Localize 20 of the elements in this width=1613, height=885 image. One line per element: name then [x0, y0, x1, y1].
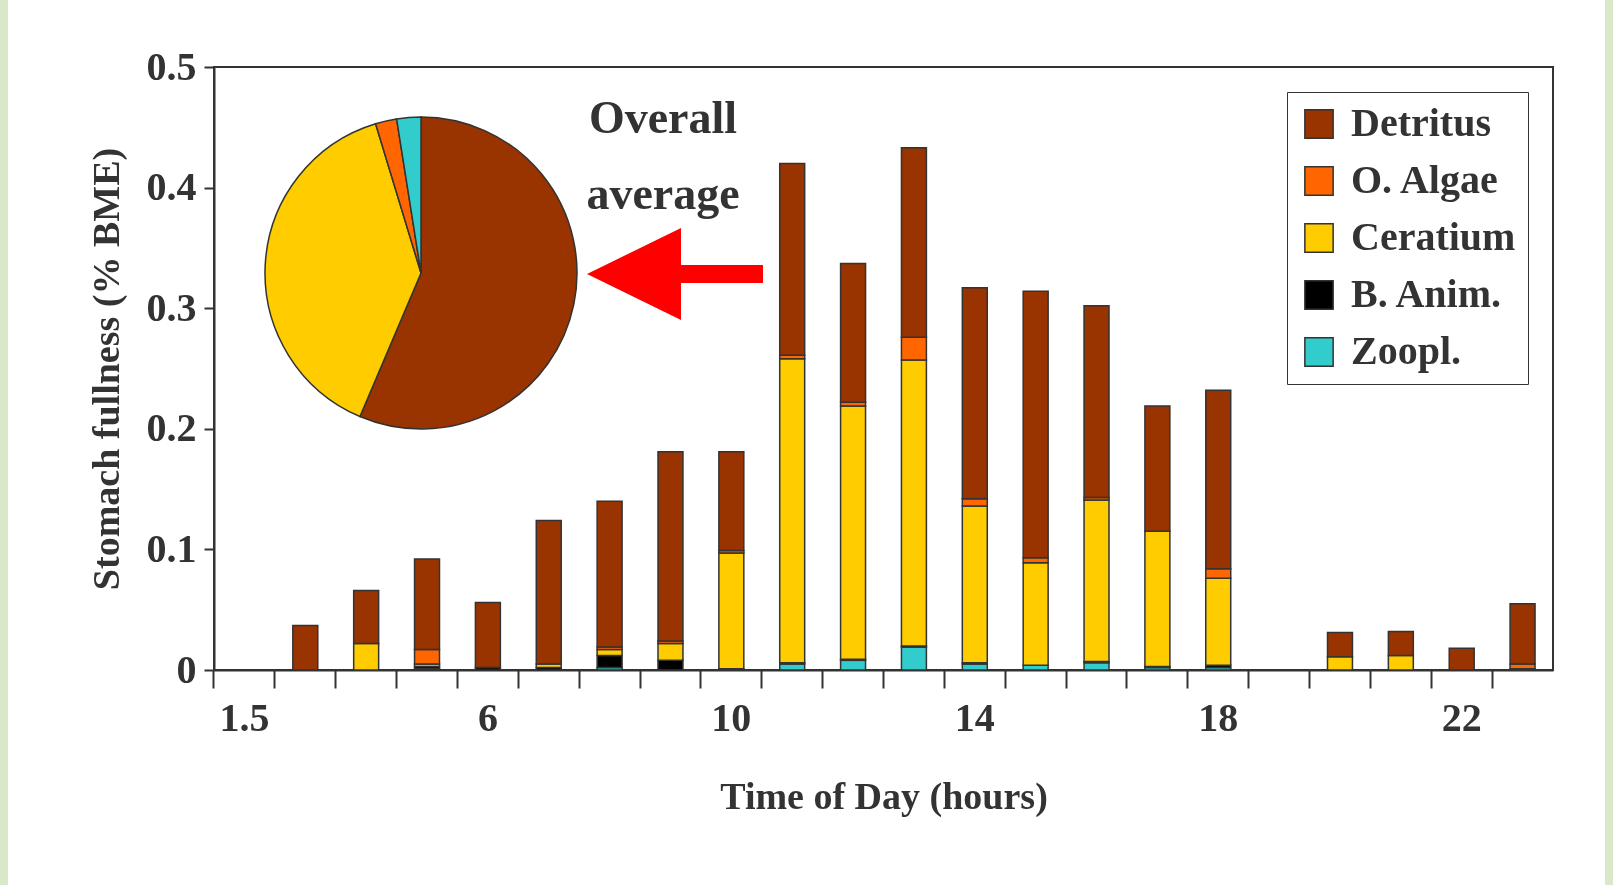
annotation: Overall average [586, 92, 740, 219]
legend-label: B. Anim. [1351, 271, 1502, 316]
y-tick-label: 0.1 [146, 525, 197, 571]
x-tick-label: 10 [711, 694, 752, 740]
y-tick-label: 0 [176, 646, 197, 692]
x-tick-label: 6 [477, 694, 498, 740]
y-axis-title: Stomach fullness (% BME) [84, 147, 128, 591]
x-tick-label: 22 [1441, 694, 1482, 740]
y-tick-label: 0.3 [146, 284, 197, 330]
legend-label: Zoopl. [1351, 328, 1462, 373]
x-axis-title: Time of Day (hours) [720, 774, 1048, 818]
y-tick-label: 0.5 [146, 43, 197, 89]
y-tick-label: 0.2 [146, 405, 197, 451]
legend-label: O. Algae [1351, 157, 1498, 202]
x-tick-label: 1.5 [219, 694, 270, 740]
x-tick-label: 18 [1198, 694, 1239, 740]
legend-label: Detritus [1351, 100, 1491, 145]
y-tick-label: 0.4 [146, 164, 197, 210]
x-tick-label: 14 [954, 694, 995, 740]
legend-label: Ceratium [1351, 214, 1516, 259]
